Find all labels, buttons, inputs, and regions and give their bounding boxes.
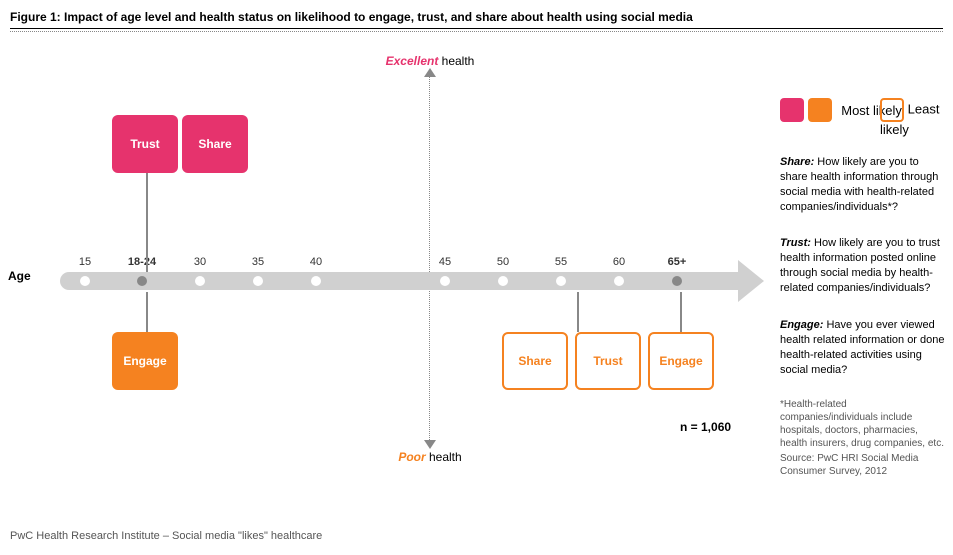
sample-size: n = 1,060 bbox=[680, 420, 731, 434]
chart-box-engage-old: Engage bbox=[648, 332, 714, 390]
axis-tick-label: 30 bbox=[194, 256, 206, 268]
yaxis-arrow-up-icon bbox=[424, 68, 436, 77]
chart-box-trust-young: Trust bbox=[112, 115, 178, 173]
axis-tick bbox=[498, 276, 508, 286]
chart-box-engage-young: Engage bbox=[112, 332, 178, 390]
axis-tick bbox=[556, 276, 566, 286]
yaxis-top-em: Excellent bbox=[386, 54, 439, 68]
title-rule-dotted bbox=[10, 31, 943, 32]
connector-line bbox=[146, 173, 148, 272]
chart-box-share-young: Share bbox=[182, 115, 248, 173]
yaxis-top-tail: health bbox=[438, 54, 474, 68]
footnote-text: *Health-related companies/individuals in… bbox=[780, 398, 945, 450]
title-rule-solid bbox=[10, 28, 943, 29]
axis-tick-label: 15 bbox=[79, 256, 91, 268]
legend-swatch-outline-icon bbox=[880, 98, 904, 122]
axis-tick-label: 18-24 bbox=[128, 256, 156, 268]
legend-least-likely: Least likely bbox=[880, 98, 953, 137]
axis-tick-label: 45 bbox=[439, 256, 451, 268]
connector-line bbox=[577, 292, 579, 332]
axis-tick bbox=[195, 276, 205, 286]
axis-tick-label: 50 bbox=[497, 256, 509, 268]
yaxis-bot-label: Poor health bbox=[330, 450, 530, 464]
axis-tick bbox=[440, 276, 450, 286]
yaxis-arrow-down-icon bbox=[424, 440, 436, 449]
axis-tick-label: 55 bbox=[555, 256, 567, 268]
axis-tick bbox=[253, 276, 263, 286]
definition-trust: Trust: How likely are you to trust healt… bbox=[780, 236, 945, 295]
axis-tick bbox=[672, 276, 682, 286]
xaxis-arrow-icon bbox=[738, 260, 764, 302]
yaxis-top-label: Excellent health bbox=[330, 54, 530, 68]
definition-engage: Engage: Have you ever viewed health rela… bbox=[780, 318, 945, 377]
legend-swatch-orange-icon bbox=[808, 98, 832, 122]
axis-tick-label: 65+ bbox=[668, 256, 687, 268]
definition-share: Share: How likely are you to share healt… bbox=[780, 155, 945, 214]
connector-line bbox=[146, 292, 148, 332]
axis-tick bbox=[137, 276, 147, 286]
axis-tick bbox=[614, 276, 624, 286]
figure-title: Figure 1: Impact of age level and health… bbox=[10, 10, 693, 24]
xaxis-bar bbox=[60, 272, 740, 290]
axis-tick-label: 60 bbox=[613, 256, 625, 268]
axis-tick-label: 40 bbox=[310, 256, 322, 268]
def-trust-term: Trust: bbox=[780, 237, 811, 249]
chart-box-trust-old: Trust bbox=[575, 332, 641, 390]
legend-swatch-pink-icon bbox=[780, 98, 804, 122]
yaxis-dashed-line bbox=[429, 72, 430, 444]
yaxis-bot-tail: health bbox=[426, 450, 462, 464]
def-engage-term: Engage: bbox=[780, 319, 823, 331]
yaxis-bot-em: Poor bbox=[398, 450, 425, 464]
axis-tick bbox=[80, 276, 90, 286]
source-text: Source: PwC HRI Social Media Consumer Su… bbox=[780, 452, 945, 478]
xaxis-label: Age bbox=[8, 269, 31, 283]
chart-box-share-old: Share bbox=[502, 332, 568, 390]
page-footer: PwC Health Research Institute – Social m… bbox=[10, 530, 322, 542]
connector-line bbox=[680, 292, 682, 332]
def-share-term: Share: bbox=[780, 156, 814, 168]
axis-tick-label: 35 bbox=[252, 256, 264, 268]
axis-tick bbox=[311, 276, 321, 286]
